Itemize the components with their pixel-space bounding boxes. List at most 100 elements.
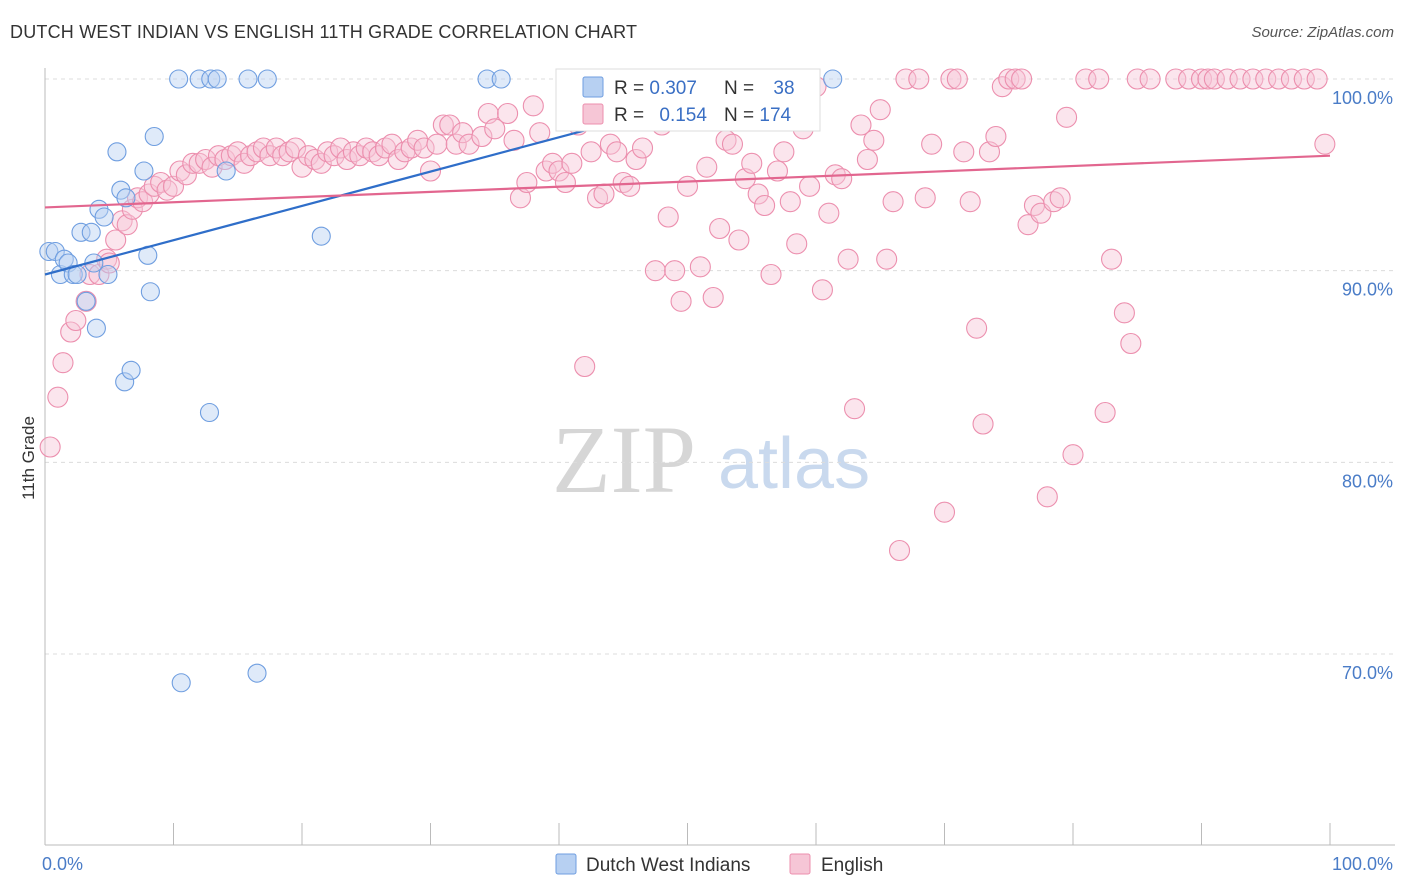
data-point — [458, 133, 480, 155]
data-point — [1101, 248, 1123, 270]
data-point — [94, 207, 114, 227]
legend-english-n-value: 174 — [759, 105, 791, 126]
data-point — [201, 69, 221, 89]
data-point — [86, 318, 106, 338]
data-point — [721, 133, 744, 155]
data-point — [998, 68, 1020, 90]
legend-english-n: N = 174 — [724, 105, 792, 126]
data-point — [1139, 68, 1161, 90]
legend-dwi-stats: R = 0.307 — [614, 78, 697, 99]
data-point — [728, 229, 750, 251]
legend-dwi-r-label: R = — [614, 78, 649, 99]
data-point — [933, 501, 956, 523]
data-point — [1293, 68, 1315, 90]
data-point — [606, 141, 628, 163]
data-point — [631, 137, 654, 159]
data-point — [52, 352, 74, 374]
data-point — [1094, 401, 1116, 424]
data-point — [497, 102, 519, 125]
source-label: Source: ZipAtlas.com — [1251, 24, 1394, 41]
data-point — [272, 145, 294, 167]
data-point — [754, 194, 776, 217]
data-point — [766, 160, 789, 182]
data-point — [257, 69, 277, 89]
bottom-legend-dwi: Dutch West Indians — [586, 855, 750, 876]
data-point — [171, 673, 191, 693]
y-axis-title: 11th Grade — [19, 416, 38, 500]
data-point — [445, 133, 467, 155]
data-point — [1178, 68, 1200, 90]
data-point — [54, 249, 74, 269]
data-point — [105, 229, 127, 251]
x-tick-label: 0.0% — [42, 854, 83, 874]
series-legend: Dutch West Indians English — [555, 853, 883, 876]
data-point — [837, 248, 859, 270]
legend-swatch-english — [582, 103, 604, 125]
data-point — [238, 69, 258, 89]
data-point — [1268, 68, 1290, 90]
data-point — [39, 241, 59, 262]
data-point — [580, 141, 602, 163]
english-points — [39, 68, 1336, 562]
data-point — [75, 290, 97, 312]
data-point — [116, 188, 136, 208]
data-point — [1190, 68, 1213, 90]
data-point — [1306, 68, 1328, 90]
data-point — [484, 118, 506, 140]
data-point — [1280, 68, 1302, 90]
data-point — [115, 372, 135, 392]
legend-english-r-label: R = — [614, 105, 649, 126]
data-point — [799, 175, 821, 197]
legend-dwi-n: N = 38 — [724, 78, 795, 99]
data-point — [188, 152, 210, 174]
data-point — [60, 321, 82, 343]
data-point — [426, 133, 448, 155]
bottom-legend-swatch-dwi — [555, 853, 577, 875]
data-point — [156, 179, 178, 201]
data-point — [831, 168, 853, 190]
data-point — [227, 141, 249, 163]
data-point — [140, 282, 160, 302]
data-point — [169, 160, 191, 182]
data-point — [1126, 68, 1148, 90]
data-point — [689, 256, 711, 278]
data-point — [625, 148, 647, 171]
data-point — [247, 663, 267, 683]
data-point — [317, 141, 339, 163]
data-point — [1062, 444, 1084, 466]
data-point — [71, 222, 91, 242]
data-point — [471, 125, 493, 148]
data-point — [747, 183, 769, 205]
data-point — [81, 222, 101, 242]
data-point — [47, 386, 69, 408]
data-point — [1036, 486, 1058, 508]
data-point — [329, 137, 352, 159]
data-point — [1242, 68, 1264, 90]
data-point — [1075, 68, 1097, 90]
y-tick-label: 90.0% — [1342, 280, 1393, 300]
data-point — [1120, 332, 1142, 355]
data-point — [477, 69, 497, 89]
data-point — [985, 125, 1007, 148]
data-point — [612, 171, 634, 194]
data-point — [1043, 191, 1065, 213]
legend-english-r-value: 0.154 — [659, 105, 707, 126]
watermark: ZIP atlas — [552, 406, 870, 513]
data-point — [413, 137, 435, 159]
data-point — [619, 175, 641, 197]
data-point — [786, 233, 808, 255]
data-point — [285, 137, 307, 159]
data-point — [1229, 68, 1251, 90]
data-point — [664, 260, 686, 282]
data-point — [121, 360, 141, 380]
data-point — [362, 141, 384, 163]
data-point — [207, 69, 227, 89]
data-point — [888, 539, 911, 562]
legend-english-stats: R = 0.154 — [614, 105, 707, 126]
data-point — [644, 260, 666, 282]
chart-title: DUTCH WEST INDIAN VS ENGLISH 11TH GRADE … — [10, 22, 638, 42]
legend-dwi-n-value: 38 — [773, 78, 794, 99]
data-point — [940, 68, 962, 90]
data-point — [1216, 68, 1238, 90]
